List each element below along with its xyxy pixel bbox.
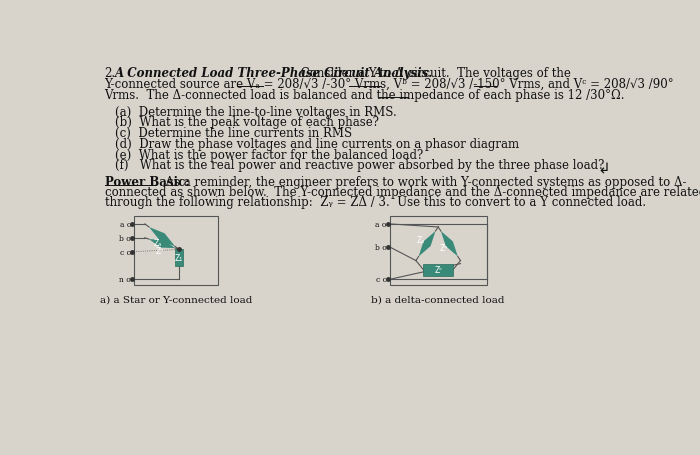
Text: c o: c o — [120, 248, 131, 256]
Text: Zᵇ: Zᵇ — [440, 243, 448, 253]
Text: Zₐ: Zₐ — [154, 238, 162, 247]
Text: a) a Star or Y-connected load: a) a Star or Y-connected load — [99, 295, 252, 304]
Text: b) a delta-connected load: b) a delta-connected load — [372, 295, 505, 304]
Text: Zₐ: Zₐ — [417, 236, 426, 245]
Text: c o: c o — [375, 276, 386, 284]
Polygon shape — [441, 232, 458, 257]
Polygon shape — [149, 228, 175, 247]
Text: ↲: ↲ — [598, 161, 610, 176]
Polygon shape — [149, 240, 175, 248]
Text: Power Basic:: Power Basic: — [104, 176, 189, 189]
Polygon shape — [419, 232, 435, 257]
Text: n o: n o — [119, 276, 131, 284]
Text: Zᵇ: Zᵇ — [155, 246, 164, 255]
Text: through the following relationship:  Zᵧ = ZΔ / 3.  Use this to convert to a Y co: through the following relationship: Zᵧ =… — [104, 196, 645, 209]
Text: b o: b o — [375, 243, 386, 252]
Text: Zᶜ: Zᶜ — [434, 266, 442, 275]
Text: Y-connected source are Vₐ = 208/√3 /-30° Vrms, Vᵇ = 208/√3 /-150° Vrms, and Vᶜ =: Y-connected source are Vₐ = 208/√3 /-30°… — [104, 78, 674, 91]
Text: connected as shown below.  The Y-connected impedance and the Δ-connected impedan: connected as shown below. The Y-connecte… — [104, 186, 700, 199]
Text: Z₁: Z₁ — [175, 254, 183, 263]
Text: (d)  Draw the phase voltages and line currents on a phasor diagram: (d) Draw the phase voltages and line cur… — [115, 137, 519, 151]
Text: 2.: 2. — [104, 67, 116, 80]
FancyBboxPatch shape — [424, 264, 453, 276]
Text: (a)  Determine the line-to-line voltages in RMS.: (a) Determine the line-to-line voltages … — [115, 105, 396, 118]
Text: (c)  Determine the line currents in RMS: (c) Determine the line currents in RMS — [115, 127, 351, 140]
Text: A Connected Load Three-Phase Circuit Analysis.: A Connected Load Three-Phase Circuit Ana… — [116, 67, 434, 80]
Text: a o: a o — [375, 220, 386, 228]
Text: Vrms.  The Δ-connected load is balanced and the impedance of each phase is 12 /3: Vrms. The Δ-connected load is balanced a… — [104, 88, 625, 101]
Text: a o: a o — [120, 220, 131, 228]
FancyBboxPatch shape — [175, 250, 183, 267]
Text: (e)  What is the power factor for the balanced load?: (e) What is the power factor for the bal… — [115, 148, 423, 162]
Text: As a reminder, the engineer prefers to work with Y-connected systems as opposed : As a reminder, the engineer prefers to w… — [158, 176, 687, 189]
Text: b o: b o — [119, 234, 131, 242]
Text: (f)   What is the real power and reactive power absorbed by the three phase load: (f) What is the real power and reactive … — [115, 159, 604, 172]
Text: (b)  What is the peak voltage of each phase?: (b) What is the peak voltage of each pha… — [115, 116, 379, 129]
Text: Consider a Y-to-Δ circuit.  The voltages of the: Consider a Y-to-Δ circuit. The voltages … — [297, 67, 570, 80]
